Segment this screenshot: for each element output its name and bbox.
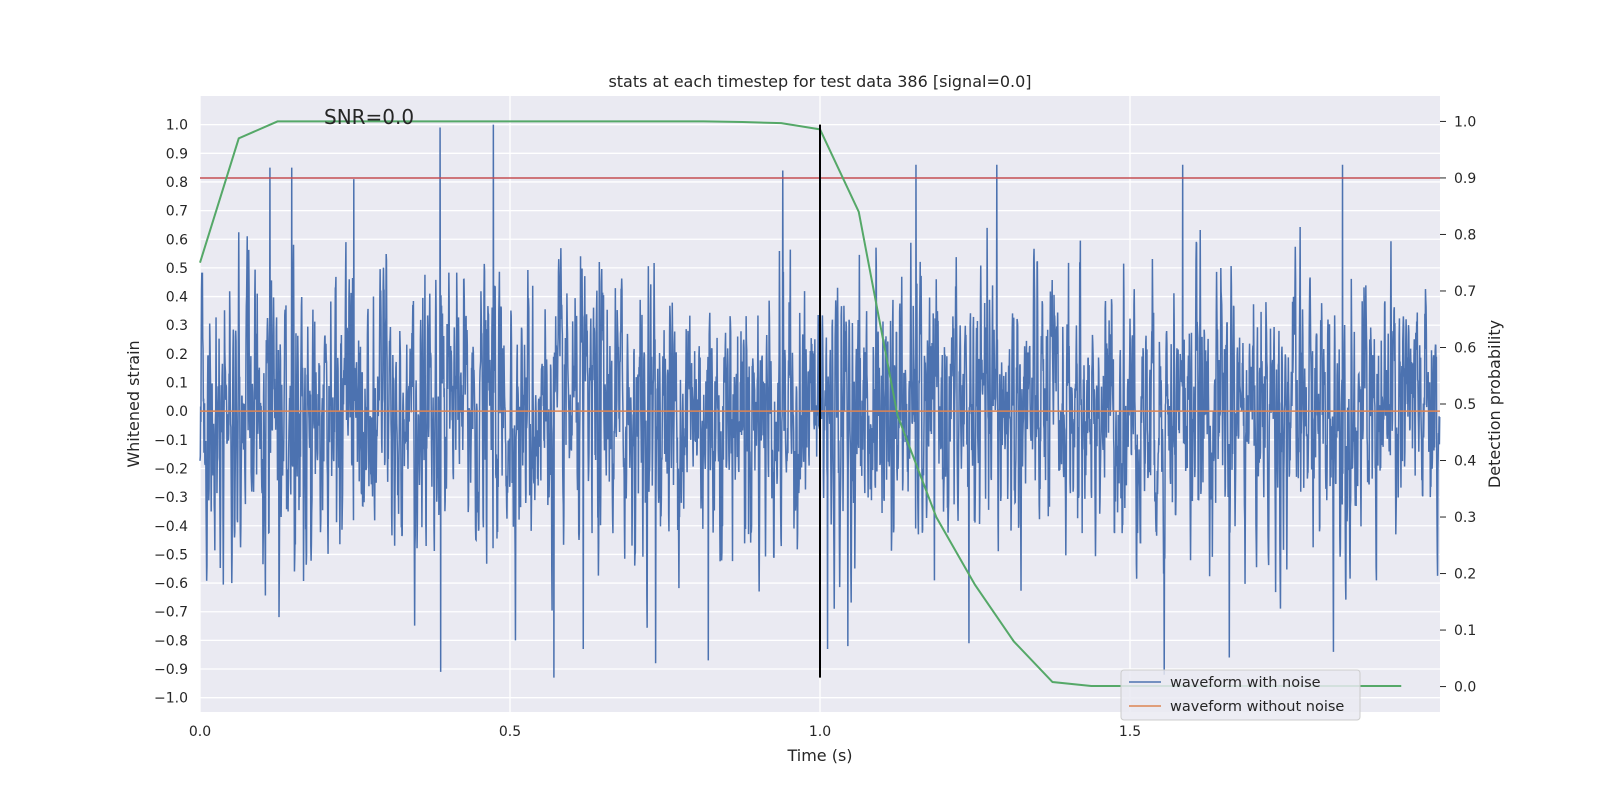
ticks: 0.0 0.5 1.0 1.5 −1.0 −0.9 −0.8 −0.7 −0.6 −0.5 −0.4…: [154, 114, 1476, 740]
y-tick-label: 0.6: [166, 232, 188, 248]
y2-axis-label: Detection probability: [1485, 320, 1504, 488]
y2-tick-label: 0.8: [1454, 227, 1476, 243]
x-tick-label: 1.0: [809, 724, 831, 740]
x-axis-label: Time (s): [786, 746, 852, 765]
y-tick-label: 0.9: [166, 146, 188, 162]
y2-tick-label: 0.1: [1454, 623, 1476, 639]
y-tick-label: 0.2: [166, 347, 188, 363]
legend-label-noise: waveform with noise: [1170, 675, 1321, 691]
x-tick-label: 0.5: [499, 724, 521, 740]
y-tick-label: 0.5: [166, 261, 188, 277]
y-tick-label: −0.6: [154, 576, 188, 592]
y-axis-label: Whitened strain: [124, 340, 143, 467]
y2-tick-label: 0.6: [1454, 340, 1476, 356]
y-tick-label: −0.4: [154, 519, 188, 535]
y-tick-label: −0.9: [154, 662, 188, 678]
series-layer: [199, 120, 1441, 687]
y-tick-label: −0.1: [154, 433, 188, 449]
y-tick-label: −0.3: [154, 490, 188, 506]
y-tick-label: −0.5: [154, 547, 188, 563]
y2-tick-label: 0.0: [1454, 680, 1476, 696]
y-tick-label: 0.8: [166, 175, 188, 191]
y-tick-label: 0.1: [166, 376, 188, 392]
y-tick-label: 0.3: [166, 318, 188, 334]
legend-box: [1120, 669, 1361, 721]
legend-label-clean: waveform without noise: [1170, 699, 1344, 715]
chart-title: stats at each timestep for test data 386…: [608, 72, 1031, 91]
y2-tick-label: 0.2: [1454, 567, 1476, 583]
y2-tick-label: 1.0: [1454, 114, 1476, 130]
legend: waveform with noise waveform without noi…: [1120, 669, 1361, 721]
y2-tick-label: 0.5: [1454, 397, 1476, 413]
y-tick-label: 0.0: [166, 404, 188, 420]
y-tick-label: −0.2: [154, 461, 188, 477]
y-tick-label: −0.8: [154, 633, 188, 649]
y2-tick-label: 0.3: [1454, 510, 1476, 526]
y-tick-label: 1.0: [166, 118, 188, 134]
snr-annotation: SNR=0.0: [324, 105, 414, 129]
y-tick-label: 0.7: [166, 204, 188, 220]
y2-tick-label: 0.4: [1454, 454, 1476, 470]
x-tick-label: 1.5: [1119, 724, 1141, 740]
y-tick-label: −1.0: [154, 691, 188, 707]
x-tick-label: 0.0: [189, 724, 211, 740]
y-tick-label: −0.7: [154, 605, 188, 621]
y2-tick-label: 0.7: [1454, 284, 1476, 300]
y-tick-label: 0.4: [166, 290, 188, 306]
y2-tick-label: 0.9: [1454, 171, 1476, 187]
